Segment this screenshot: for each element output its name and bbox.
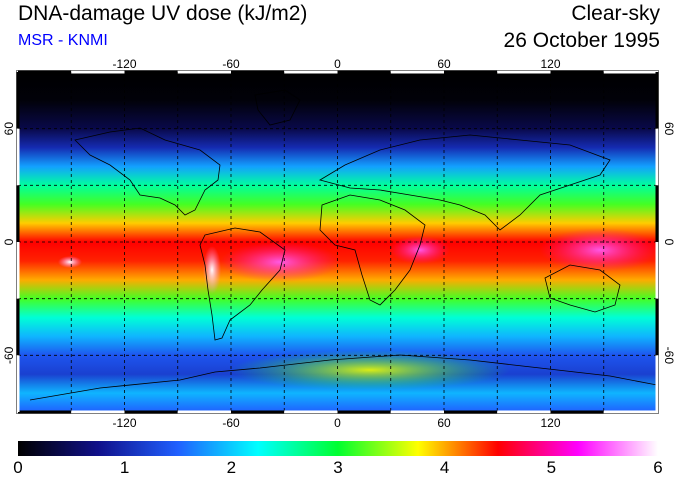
map-frame	[16, 70, 659, 414]
tick-label: -60	[2, 346, 16, 364]
colorbar	[18, 441, 658, 456]
coastline-greenland	[254, 89, 301, 126]
tick-label: 60	[662, 122, 676, 136]
tick-label: 0	[662, 239, 676, 246]
data-source: MSR - KNMI	[18, 32, 108, 49]
graticule	[18, 72, 657, 412]
colorbar-label: 6	[653, 458, 663, 477]
coastline-north-america	[74, 127, 221, 216]
colorbar-label: 0	[13, 458, 23, 477]
coastline-antarctica	[29, 354, 657, 401]
coastline-south-america	[199, 227, 286, 341]
colorbar-label: 3	[333, 458, 343, 477]
regional-anomalies	[58, 228, 657, 390]
tick-label: 60	[437, 57, 451, 71]
map-date: 26 October 1995	[503, 29, 660, 52]
coastline-eurasia	[318, 134, 611, 231]
colorbar-label: 2	[226, 458, 237, 477]
tick-label: 0	[334, 416, 341, 430]
tick-label: -60	[222, 416, 240, 430]
hotspot-pacific	[58, 256, 82, 268]
tick-label: 0	[334, 57, 341, 71]
tick-label: -120	[112, 57, 136, 71]
hotspot-south-america	[220, 242, 340, 282]
hotspot-andes	[203, 246, 221, 294]
sky-condition: Clear-sky	[571, 2, 660, 25]
hotspot-maritime-continent	[540, 228, 657, 272]
tick-label: 120	[540, 416, 560, 430]
colorbar-label: 1	[119, 458, 130, 477]
coastlines	[29, 89, 657, 401]
tick-label: -60	[222, 57, 240, 71]
axis-ticks: -120 -120 -60 -60 0 0 60 60 120 120 60 60 0 0 -60 -60	[2, 57, 676, 430]
tick-label: -60	[662, 347, 676, 365]
coastline-africa	[319, 194, 426, 306]
map-title: DNA-damage UV dose (kJ/m2)	[18, 2, 308, 25]
tick-label: -120	[112, 416, 136, 430]
tick-label: 120	[540, 57, 560, 71]
frame-border	[16, 70, 659, 414]
coastline-australia	[544, 264, 621, 313]
colorbar-label: 5	[546, 458, 557, 477]
hotspot-antarctica	[230, 350, 510, 390]
hotspot-east-africa	[390, 236, 450, 264]
tick-label: 60	[437, 416, 451, 430]
tick-label: 60	[2, 122, 16, 136]
tick-label: 0	[2, 238, 16, 245]
colorbar-label: 4	[439, 458, 450, 477]
